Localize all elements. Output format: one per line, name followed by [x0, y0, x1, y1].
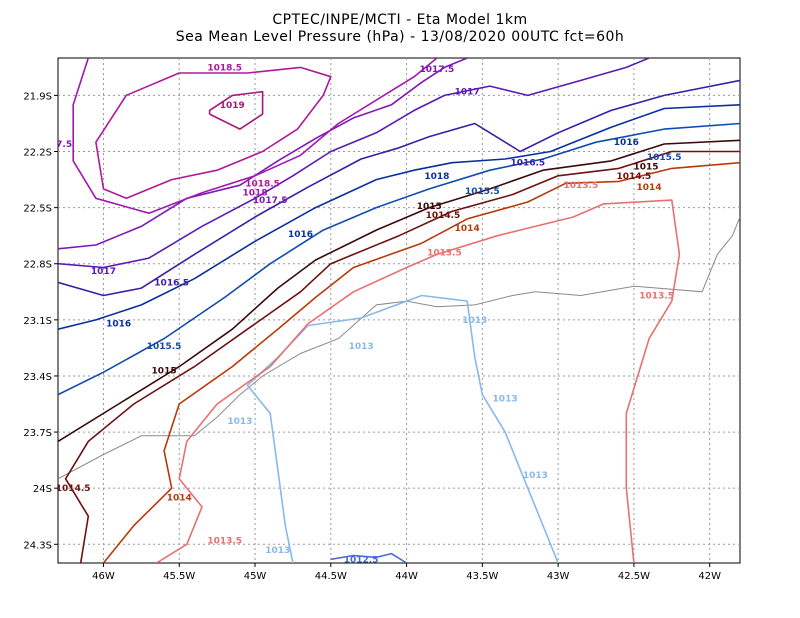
isobar-1012.5	[330, 552, 408, 563]
contour-label: 1012.5	[344, 555, 379, 565]
plot-frame	[57, 57, 741, 564]
contour-label: 1013.5	[427, 249, 462, 259]
contour-label: 1013	[493, 394, 518, 404]
x-tick-label: 45W	[244, 571, 267, 582]
x-tick-label: 42W	[698, 571, 721, 582]
contour-label: 1014	[167, 494, 192, 504]
contour-label: 1015	[417, 202, 442, 212]
contour-label: 1016	[288, 230, 313, 240]
contour-label: 1013.5	[639, 292, 674, 302]
contour-label: 1018	[242, 189, 267, 199]
contour-label: 1019	[220, 101, 245, 111]
contour-label: 1016	[106, 320, 131, 330]
isobar-1015	[58, 139, 740, 443]
isobar-1019	[208, 90, 264, 130]
y-tick-label: 23.7S	[23, 428, 52, 439]
contour-label: 1013	[462, 316, 487, 326]
y-tick-label: 22.8S	[23, 260, 52, 271]
contour-label: 1016.5	[510, 159, 545, 169]
contour-label: 1014.5	[426, 211, 461, 221]
y-tick-label: 24.3S	[23, 540, 52, 551]
contour-label: 1018.5	[207, 63, 242, 73]
contour-label: 1013	[523, 471, 548, 481]
contour-label: 1013.5	[563, 181, 598, 191]
isobar-1018.5	[95, 66, 332, 200]
contour-label: 1014	[637, 183, 662, 193]
y-tick-label: 21.9S	[23, 91, 52, 102]
contour-label: 1013	[265, 546, 290, 556]
isobar-1016	[58, 104, 740, 330]
y-tick-label: 23.1S	[23, 316, 52, 327]
contour-label: 1015.5	[647, 153, 682, 163]
x-tick-label: 42.5W	[618, 571, 650, 582]
x-tick-label: 43.5W	[466, 571, 498, 582]
y-tick-label: 22.5S	[23, 204, 52, 215]
x-tick-label: 44.5W	[315, 571, 347, 582]
isobar-1017.5	[58, 58, 468, 250]
x-tick-label: 45.5W	[163, 571, 195, 582]
contour-label: 1015.5	[465, 187, 500, 197]
contour-label: 1013.5	[207, 537, 242, 547]
x-tick-label: 43W	[547, 571, 570, 582]
isobar-1016.5	[58, 79, 740, 297]
y-tick-label: 23.4S	[23, 372, 52, 383]
coastline-path	[58, 216, 740, 480]
isobar-1013.5	[156, 199, 681, 563]
y-tick-label: 22.2S	[23, 148, 52, 159]
contour-label: 1014	[455, 224, 480, 234]
contour-label: 1018	[424, 172, 449, 182]
contour-label: 1015	[152, 366, 177, 376]
contour-label: 17.5	[50, 140, 72, 150]
coastline	[58, 216, 740, 480]
isobar-1017	[58, 58, 650, 269]
contour-label: 1016	[614, 138, 639, 148]
chart-subtitle: Sea Mean Level Pressure (hPa) - 13/08/20…	[175, 29, 625, 45]
contour-label: 1017	[455, 88, 480, 98]
contour-label: 1015.5	[147, 342, 182, 352]
isobars	[58, 58, 740, 563]
contour-label: 1013	[349, 342, 374, 352]
isobar-1013	[246, 294, 559, 563]
y-axis: 21.9S 22.2S 22.5S 22.8S 23.1S 23.4S 23.7S 24S 24…	[23, 91, 58, 551]
contour-label: 1014.5	[617, 172, 652, 182]
contour-label: 1017.5	[253, 196, 288, 206]
contour-label: 1017.5	[420, 65, 455, 75]
x-tick-label: 44W	[395, 571, 418, 582]
isobar-1014.5	[64, 150, 740, 563]
x-axis: 46W 45.5W 45W 44.5W 44W 43.5W 43W 42.5W 42W	[92, 563, 721, 582]
isobar-1018	[72, 58, 438, 214]
x-tick-label: 46W	[92, 571, 115, 582]
chart-title: CPTEC/INPE/MCTI - Eta Model 1km	[272, 12, 528, 28]
contour-label: 1013	[227, 417, 252, 427]
isobar-1015.5	[58, 122, 740, 396]
y-tick-label: 24S	[33, 484, 52, 495]
isobar-1014	[102, 161, 740, 563]
contour-labels: 1018.5 1017.5 1019 1017 17.5 1016 1016.5 1015.5…	[50, 63, 682, 565]
contour-label: 1016.5	[154, 278, 189, 288]
contour-label: 1017	[91, 267, 116, 277]
contour-label: 1014.5	[56, 484, 91, 494]
contour-label: 1018.5	[245, 179, 280, 189]
contour-label: 1015	[634, 162, 659, 172]
